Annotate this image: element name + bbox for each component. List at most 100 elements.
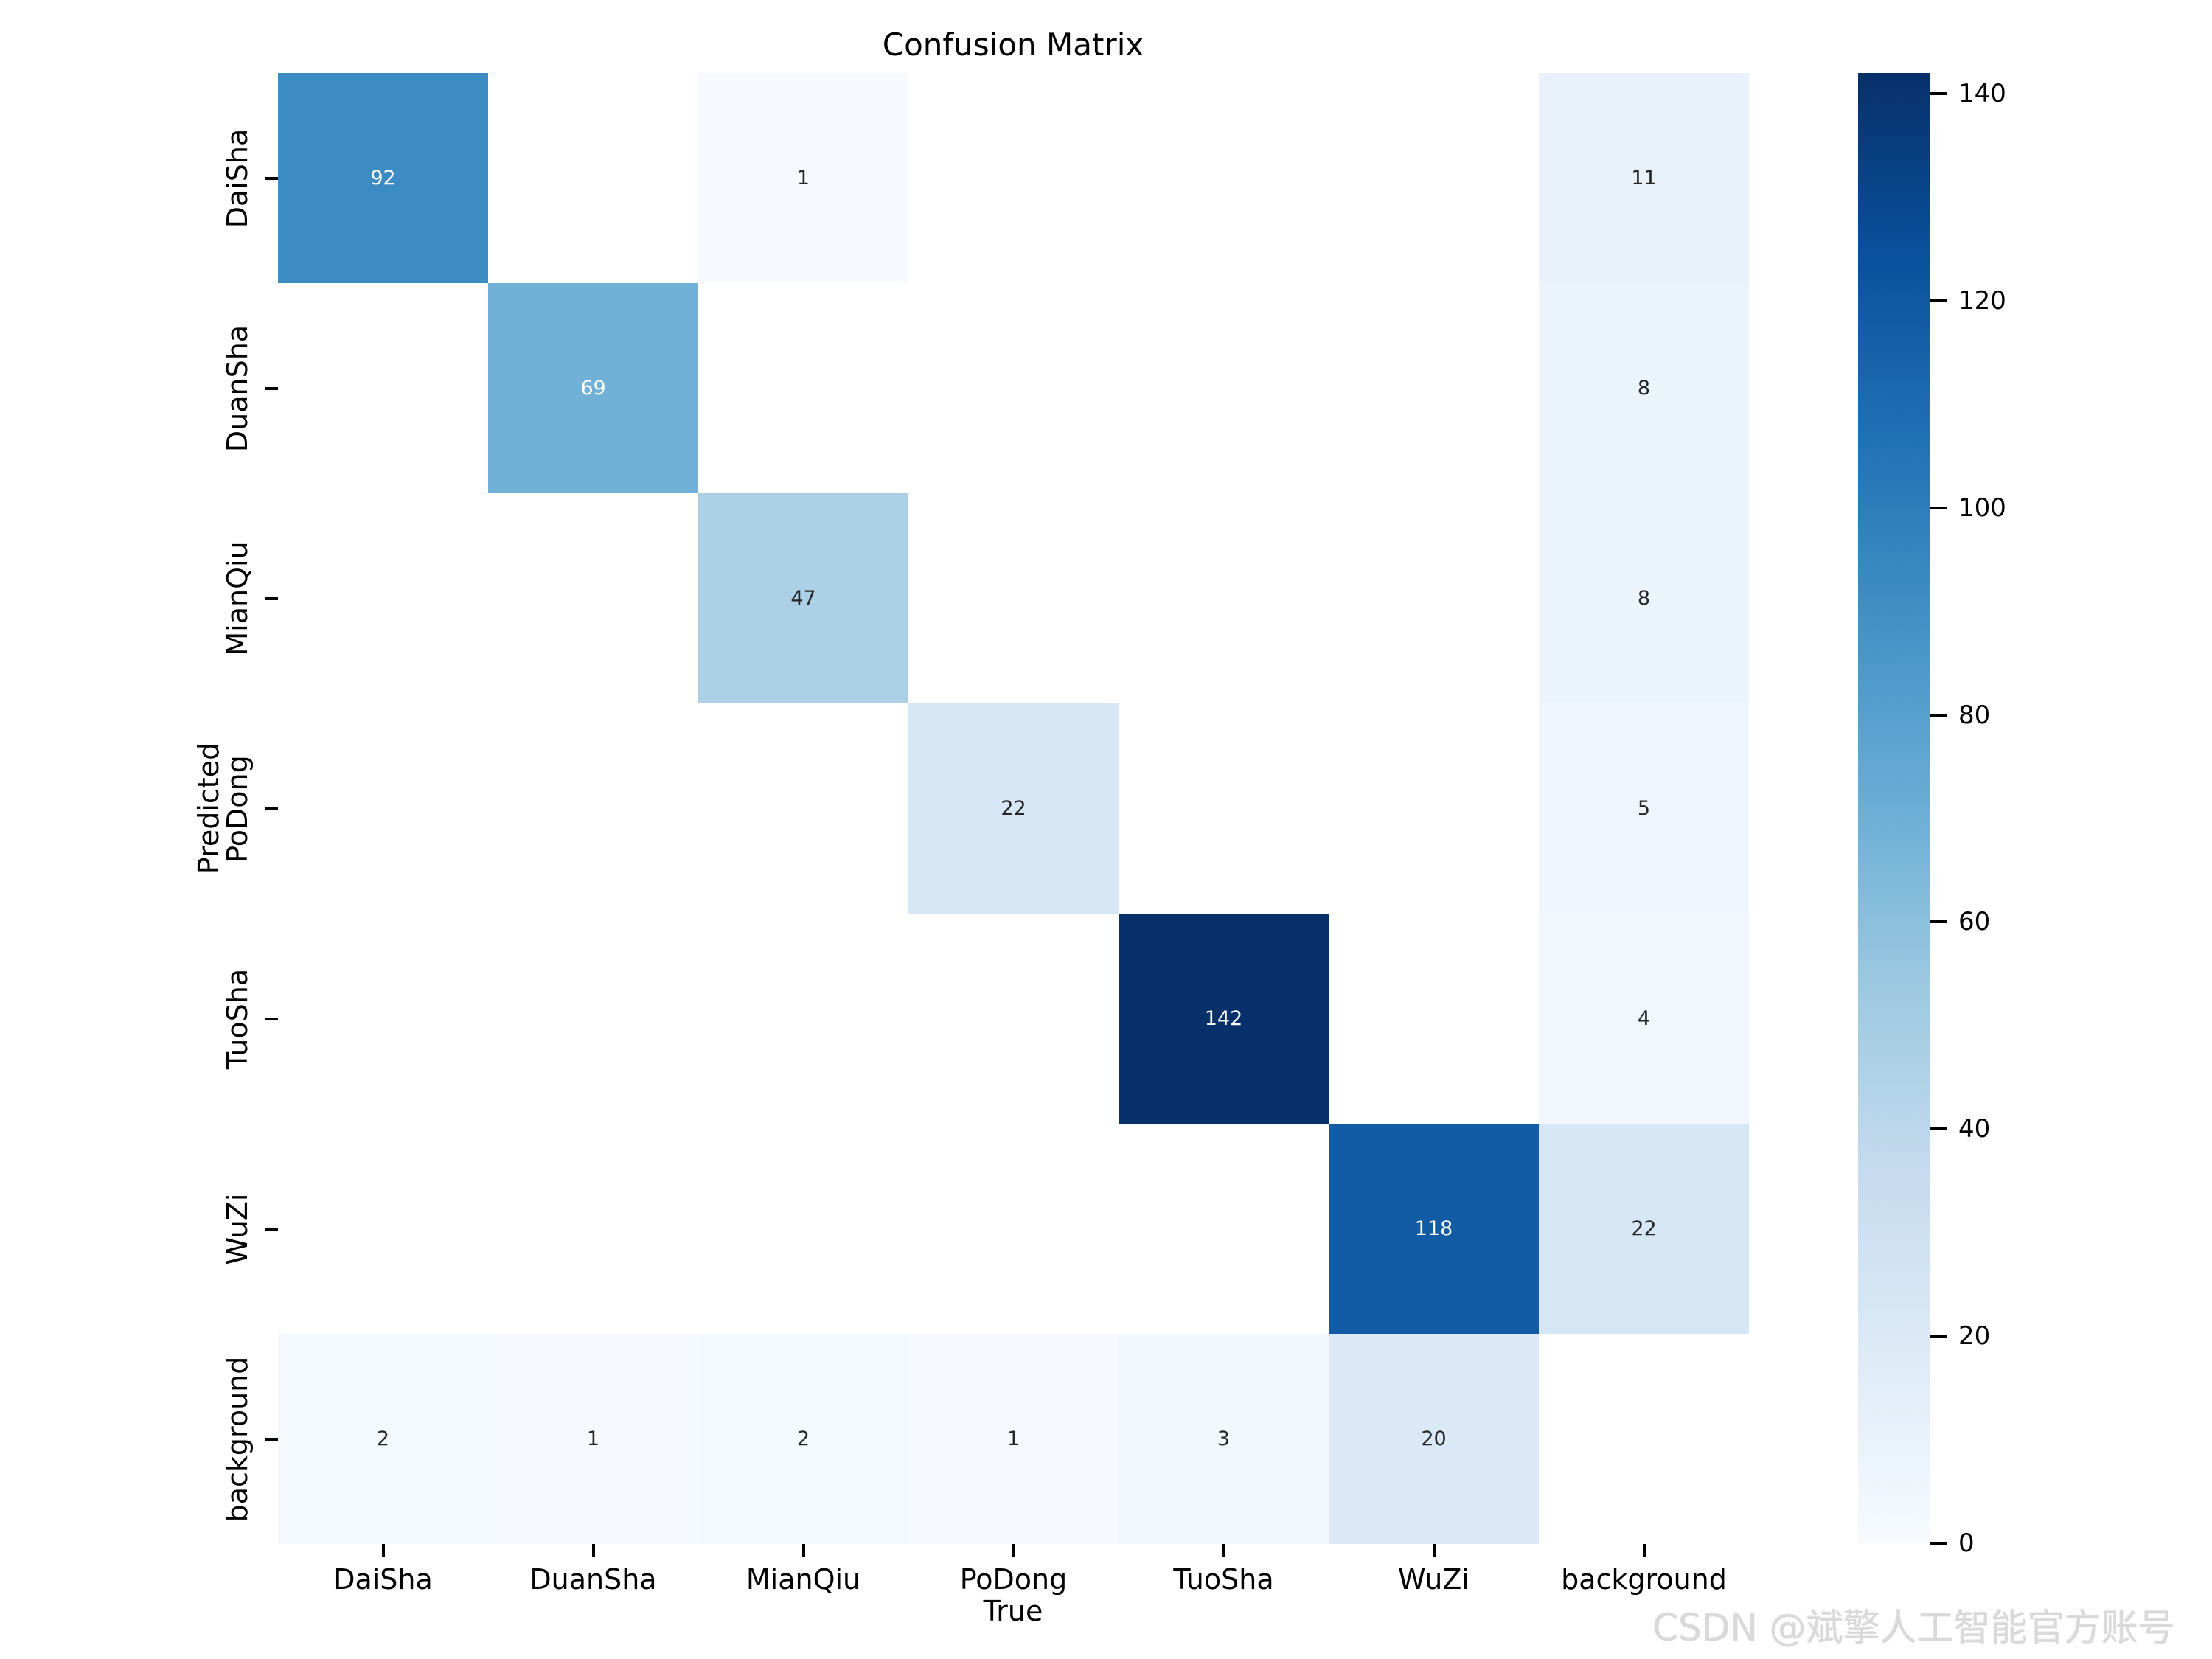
matrix-cell <box>1329 914 1539 1124</box>
matrix-cell <box>908 493 1119 703</box>
matrix-cell <box>698 914 908 1124</box>
x-tick-label: MianQiu <box>745 1563 861 1596</box>
x-axis-label: True <box>983 1595 1043 1627</box>
x-tick-mark <box>591 1544 595 1557</box>
y-tick-mark <box>265 176 278 180</box>
colorbar <box>1858 73 1930 1543</box>
matrix-cell: 8 <box>1539 283 1749 493</box>
matrix-cell <box>1119 703 1329 914</box>
cell-value: 8 <box>1637 377 1651 400</box>
y-tick-mark <box>265 1437 278 1441</box>
matrix-cell: 1 <box>908 1334 1119 1544</box>
matrix-cell <box>278 1124 488 1334</box>
matrix-cell <box>1329 283 1539 493</box>
x-tick-label: background <box>1561 1563 1727 1596</box>
matrix-cell <box>1119 1124 1329 1334</box>
cell-value: 20 <box>1421 1427 1447 1450</box>
y-tick-label: PoDong <box>221 754 254 863</box>
colorbar-tick-mark <box>1930 713 1947 717</box>
matrix-cell <box>488 914 698 1124</box>
y-tick-mark <box>265 807 278 810</box>
x-tick-label: DuanSha <box>529 1563 657 1596</box>
matrix-cell: 1 <box>488 1334 698 1544</box>
matrix-cell: 5 <box>1539 703 1749 914</box>
x-tick-label: DaiSha <box>333 1563 433 1596</box>
y-axis-label: Predicted <box>192 742 225 874</box>
matrix-cell: 118 <box>1329 1124 1539 1334</box>
matrix-cell: 20 <box>1329 1334 1539 1544</box>
cell-value: 3 <box>1217 1427 1231 1450</box>
colorbar-tick-mark <box>1930 92 1947 96</box>
x-tick-mark <box>381 1544 385 1557</box>
watermark: CSDN @斌擎人工智能官方账号 <box>1652 1607 2175 1649</box>
chart-title: Confusion Matrix <box>882 27 1144 63</box>
matrix-cell <box>278 283 488 493</box>
matrix-cell: 142 <box>1119 914 1329 1124</box>
colorbar-tick-mark <box>1930 1542 1947 1545</box>
matrix-cell <box>488 703 698 914</box>
colorbar-tick-label: 20 <box>1958 1321 1991 1352</box>
y-tick-mark <box>265 597 278 600</box>
colorbar-tick-label: 40 <box>1958 1114 1991 1144</box>
x-tick-mark <box>1432 1544 1436 1557</box>
colorbar-tick-label: 120 <box>1958 285 2006 316</box>
matrix-cell: 2 <box>278 1334 488 1544</box>
y-tick-label: DuanSha <box>221 324 254 452</box>
matrix-cell <box>908 1124 1119 1334</box>
colorbar-tick-label: 80 <box>1958 700 1991 730</box>
matrix-cell <box>1119 283 1329 493</box>
matrix-cell: 69 <box>488 283 698 493</box>
cell-value: 1 <box>586 1427 600 1450</box>
cell-value: 118 <box>1414 1217 1453 1240</box>
cell-value: 1 <box>1006 1427 1020 1450</box>
y-tick-label: MianQiu <box>221 540 254 656</box>
colorbar-tick-label: 100 <box>1958 493 2006 523</box>
matrix-cell <box>1539 1334 1749 1544</box>
matrix-cell <box>698 1124 908 1334</box>
cell-value: 69 <box>580 377 606 400</box>
y-tick-mark <box>265 1017 278 1020</box>
cell-value: 4 <box>1637 1007 1651 1030</box>
matrix-cell: 3 <box>1119 1334 1329 1544</box>
colorbar-tick-label: 140 <box>1958 79 2006 109</box>
matrix-cell: 11 <box>1539 73 1749 283</box>
cell-value: 142 <box>1204 1007 1243 1030</box>
matrix-cell <box>1119 493 1329 703</box>
matrix-cell <box>278 493 488 703</box>
colorbar-tick-mark <box>1930 299 1947 302</box>
cell-value: 11 <box>1631 167 1657 189</box>
cell-value: 5 <box>1637 797 1651 820</box>
cell-value: 22 <box>1631 1217 1657 1240</box>
colorbar-tick-mark <box>1930 920 1947 924</box>
matrix-cell <box>488 493 698 703</box>
matrix-cell: 2 <box>698 1334 908 1544</box>
x-tick-mark <box>801 1544 805 1557</box>
cell-value: 92 <box>370 167 396 189</box>
x-tick-mark <box>1222 1544 1225 1557</box>
matrix-cell: 4 <box>1539 914 1749 1124</box>
x-tick-label: TuoSha <box>1173 1563 1274 1596</box>
matrix-cell <box>1329 73 1539 283</box>
y-tick-label: TuoSha <box>221 968 254 1069</box>
cell-value: 8 <box>1637 587 1651 610</box>
x-tick-label: WuZi <box>1398 1563 1470 1596</box>
matrix-cell <box>278 703 488 914</box>
colorbar-tick-label: 0 <box>1958 1528 1975 1558</box>
y-tick-mark <box>265 1227 278 1231</box>
matrix-cell: 22 <box>908 703 1119 914</box>
matrix-cell <box>1329 493 1539 703</box>
cell-value: 47 <box>790 587 816 610</box>
colorbar-tick-mark <box>1930 1127 1947 1131</box>
cell-value: 2 <box>376 1427 390 1450</box>
colorbar-tick-mark <box>1930 1335 1947 1338</box>
x-tick-mark <box>1642 1544 1646 1557</box>
matrix-cell <box>278 914 488 1124</box>
matrix-cell <box>488 1124 698 1334</box>
matrix-cell: 22 <box>1539 1124 1749 1334</box>
cell-value: 2 <box>796 1427 810 1450</box>
y-tick-label: background <box>221 1356 254 1522</box>
matrix-cell: 92 <box>278 73 488 283</box>
colorbar-tick-mark <box>1930 506 1947 509</box>
matrix-cell <box>698 703 908 914</box>
